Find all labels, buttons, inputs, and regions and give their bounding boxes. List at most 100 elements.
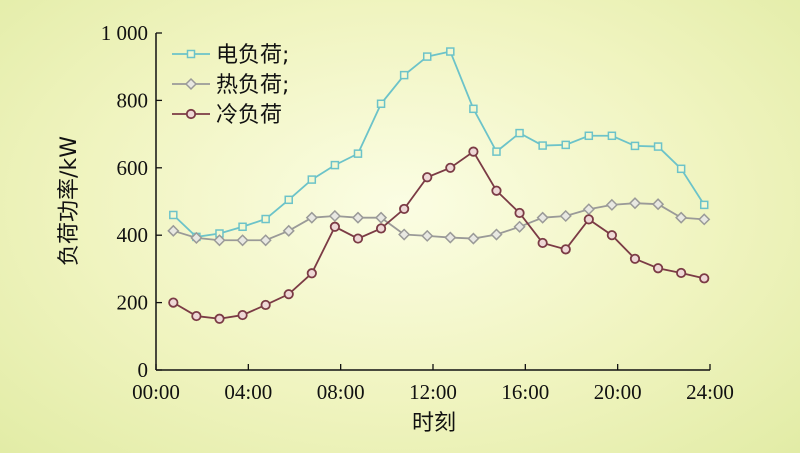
legend-label: 电负荷; bbox=[216, 43, 289, 68]
y-tick-label: 800 bbox=[117, 88, 149, 112]
legend-item-1: 电负荷; bbox=[172, 43, 289, 68]
data-point bbox=[468, 146, 479, 157]
axes: 0 200 400 600 800 1 000 00:00 04:00 08:00 12:00 16… bbox=[101, 21, 734, 404]
data-point bbox=[421, 229, 434, 242]
data-point bbox=[584, 131, 594, 141]
data-point bbox=[444, 231, 457, 244]
y-tick-label: 0 bbox=[138, 358, 149, 382]
data-point bbox=[559, 209, 572, 223]
data-point bbox=[306, 268, 317, 279]
data-point bbox=[560, 244, 571, 255]
data-point bbox=[167, 224, 180, 237]
data-point bbox=[490, 228, 503, 241]
legend-label: 热负荷; bbox=[216, 73, 289, 98]
data-point bbox=[375, 211, 388, 224]
legend: 电负荷; 热负荷; 冷负荷 bbox=[172, 43, 289, 128]
data-point bbox=[652, 263, 664, 274]
data-point bbox=[214, 313, 225, 324]
data-point bbox=[190, 231, 203, 244]
legend-item-3: 冷负荷 bbox=[172, 103, 282, 128]
data-point bbox=[538, 141, 547, 150]
data-point bbox=[330, 160, 340, 170]
data-point bbox=[283, 289, 294, 300]
data-point bbox=[237, 309, 248, 321]
x-tick-label: 04:00 bbox=[224, 380, 272, 404]
data-point bbox=[398, 228, 411, 241]
data-point bbox=[607, 131, 617, 141]
data-point bbox=[352, 233, 364, 244]
data-point bbox=[307, 175, 317, 184]
data-point bbox=[676, 267, 687, 279]
data-point bbox=[605, 198, 618, 211]
y-tick-label: 200 bbox=[117, 291, 149, 315]
data-point bbox=[628, 197, 642, 210]
series-3 bbox=[168, 146, 710, 324]
data-point bbox=[261, 214, 270, 224]
data-point bbox=[492, 147, 501, 156]
y-tick-label: 400 bbox=[117, 223, 149, 247]
y-tick-label: 1 000 bbox=[101, 21, 148, 45]
data-point bbox=[284, 195, 293, 205]
y-axis-title: 负荷功率/kW bbox=[57, 136, 82, 266]
data-point bbox=[699, 273, 710, 284]
data-point bbox=[259, 234, 272, 247]
data-point bbox=[606, 230, 617, 241]
data-point bbox=[537, 237, 548, 249]
data-point bbox=[446, 47, 455, 56]
data-point bbox=[698, 213, 711, 226]
series-2 bbox=[167, 197, 711, 247]
y-tick-label: 600 bbox=[117, 156, 149, 180]
data-point bbox=[467, 232, 480, 245]
series-line bbox=[172, 150, 705, 320]
data-point bbox=[630, 141, 640, 151]
legend-marker bbox=[185, 108, 197, 120]
data-point bbox=[515, 128, 524, 138]
data-point bbox=[282, 224, 295, 237]
x-tick-label: 12:00 bbox=[409, 380, 457, 404]
data-point bbox=[169, 210, 178, 220]
data-point bbox=[191, 310, 202, 322]
data-point bbox=[351, 211, 365, 224]
data-point bbox=[168, 297, 179, 308]
legend-marker bbox=[186, 49, 196, 59]
data-point bbox=[238, 222, 247, 232]
data-point bbox=[260, 299, 271, 311]
data-point bbox=[328, 209, 341, 223]
data-point bbox=[561, 140, 570, 150]
data-point bbox=[514, 207, 525, 219]
data-point bbox=[236, 234, 249, 247]
series-line bbox=[173, 202, 705, 242]
data-point bbox=[422, 52, 432, 61]
data-point bbox=[469, 104, 478, 114]
data-point bbox=[699, 200, 709, 210]
x-tick-label: 16:00 bbox=[501, 380, 549, 404]
data-point bbox=[676, 164, 686, 174]
data-point bbox=[399, 203, 410, 215]
data-point bbox=[675, 211, 688, 224]
data-point bbox=[583, 214, 594, 225]
data-point bbox=[629, 253, 641, 264]
data-point bbox=[375, 223, 387, 234]
data-point bbox=[582, 203, 595, 216]
data-point bbox=[329, 221, 340, 232]
legend-label: 冷负荷 bbox=[216, 103, 282, 128]
legend-item-2: 热负荷; bbox=[172, 73, 289, 98]
x-tick-label: 20:00 bbox=[594, 380, 642, 404]
series-layer bbox=[167, 47, 711, 324]
data-point bbox=[376, 99, 386, 109]
data-point bbox=[513, 220, 526, 233]
data-point bbox=[399, 70, 409, 80]
data-point bbox=[445, 162, 456, 173]
data-point bbox=[213, 234, 226, 247]
legend-marker bbox=[184, 77, 198, 91]
data-point bbox=[491, 185, 502, 196]
data-point bbox=[422, 172, 433, 183]
series-1 bbox=[169, 47, 709, 242]
x-tick-label: 08:00 bbox=[317, 380, 365, 404]
data-point bbox=[353, 149, 363, 158]
data-point bbox=[536, 211, 549, 224]
data-point bbox=[653, 142, 663, 151]
data-point bbox=[652, 198, 665, 211]
x-tick-label: 00:00 bbox=[132, 380, 180, 404]
